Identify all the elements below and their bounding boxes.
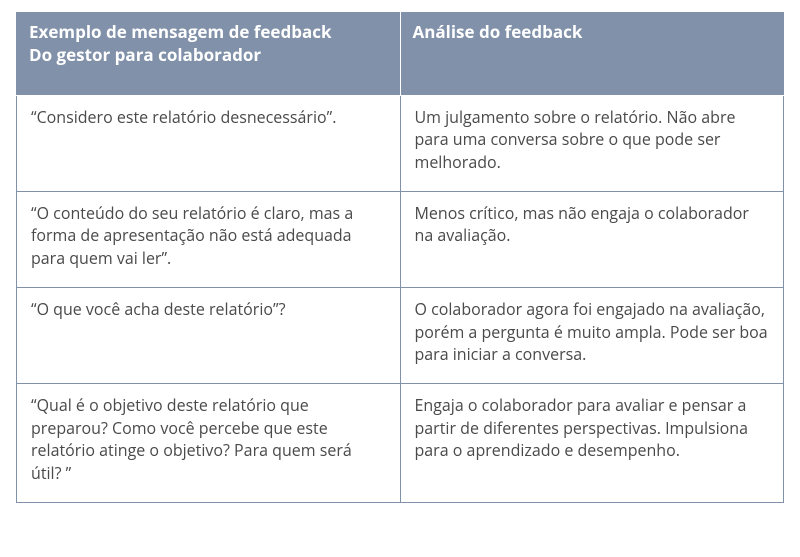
col-header-analysis: Análise do feedback [400, 13, 784, 96]
table-row: “O que você acha deste relatório”? O col… [17, 288, 784, 384]
col-header-example-line1: Exemplo de mensagem de feedback [29, 20, 332, 43]
cell-example: “Qual é o objetivo deste relatório que p… [17, 384, 401, 503]
table-row: “Qual é o objetivo deste relatório que p… [17, 384, 784, 503]
cell-analysis: Um julgamento sobre o relatório. Não abr… [400, 95, 784, 191]
cell-example: “O que você acha deste relatório”? [17, 288, 401, 384]
cell-analysis: Engaja o colaborador para avaliar e pens… [400, 384, 784, 503]
table-row: “O conteúdo do seu relatório é claro, ma… [17, 192, 784, 288]
col-header-example-line2: Do gestor para colaborador [29, 43, 261, 66]
cell-analysis: O colaborador agora foi engajado na aval… [400, 288, 784, 384]
table-header-row: Exemplo de mensagem de feedback Do gesto… [17, 13, 784, 96]
cell-analysis: Menos crítico, mas não engaja o colabora… [400, 192, 784, 288]
table-row: “Considero este relatório desnecessário”… [17, 95, 784, 191]
feedback-table: Exemplo de mensagem de feedback Do gesto… [16, 12, 784, 503]
cell-example: “Considero este relatório desnecessário”… [17, 95, 401, 191]
col-header-example: Exemplo de mensagem de feedback Do gesto… [17, 13, 401, 96]
col-header-analysis-line1: Análise do feedback [413, 20, 583, 43]
cell-example: “O conteúdo do seu relatório é claro, ma… [17, 192, 401, 288]
